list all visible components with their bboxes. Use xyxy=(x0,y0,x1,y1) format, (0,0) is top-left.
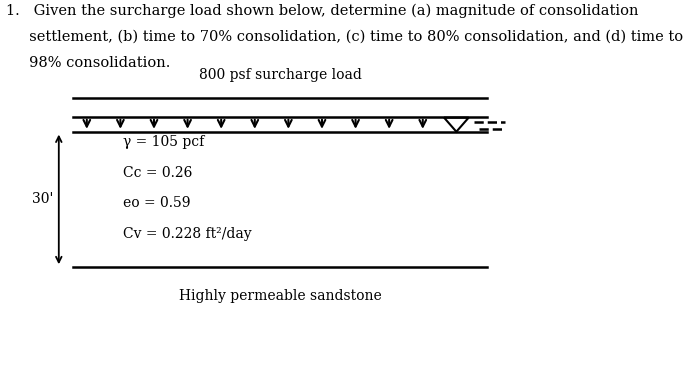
Text: settlement, (b) time to 70% consolidation, (c) time to 80% consolidation, and (d: settlement, (b) time to 70% consolidatio… xyxy=(6,30,682,44)
Text: Highly permeable sandstone: Highly permeable sandstone xyxy=(178,289,382,303)
Text: eo = 0.59: eo = 0.59 xyxy=(123,196,190,210)
Text: Cv = 0.228 ft²/day: Cv = 0.228 ft²/day xyxy=(123,227,252,241)
Text: 98% consolidation.: 98% consolidation. xyxy=(6,56,170,70)
Text: Cc = 0.26: Cc = 0.26 xyxy=(123,166,192,180)
Text: 30': 30' xyxy=(32,193,53,206)
Text: 800 psf surcharge load: 800 psf surcharge load xyxy=(199,68,361,82)
Text: γ = 105 pcf: γ = 105 pcf xyxy=(123,135,204,150)
Text: 1.   Given the surcharge load shown below, determine (a) magnitude of consolidat: 1. Given the surcharge load shown below,… xyxy=(6,4,638,18)
